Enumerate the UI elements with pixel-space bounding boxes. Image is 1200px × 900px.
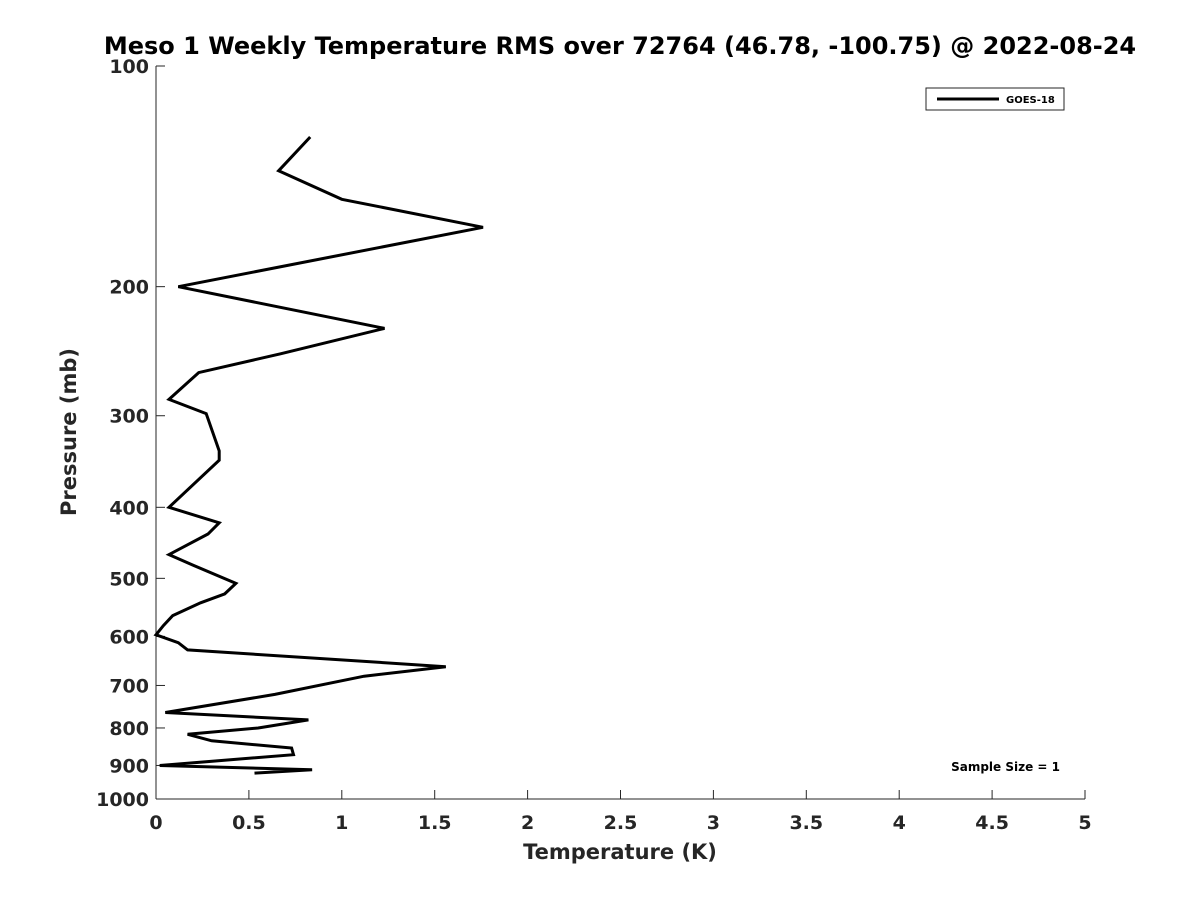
x-axis-ticks: 0 0.5 1 1.5 2 2.5 3 3.5 4 4.5 5 xyxy=(149,790,1092,834)
y-tick-label: 600 xyxy=(109,626,149,648)
x-tick-label: 0.5 xyxy=(232,812,266,834)
x-tick-label: 1 xyxy=(335,812,348,834)
x-tick-label: 2 xyxy=(521,812,534,834)
y-tick-label: 500 xyxy=(109,568,149,590)
legend-entry-goes-18: GOES-18 xyxy=(1006,95,1055,106)
x-tick-label: 3.5 xyxy=(789,812,823,834)
y-axis-label: Pressure (mb) xyxy=(57,348,81,516)
x-tick-label: 5 xyxy=(1078,812,1091,834)
x-axis-label: Temperature (K) xyxy=(523,840,717,864)
y-tick-label: 800 xyxy=(109,718,149,740)
x-tick-label: 0 xyxy=(149,812,162,834)
y-tick-label: 1000 xyxy=(96,789,149,811)
x-tick-label: 1.5 xyxy=(418,812,452,834)
y-tick-label: 200 xyxy=(109,277,149,299)
x-tick-label: 4.5 xyxy=(975,812,1009,834)
x-tick-label: 2.5 xyxy=(604,812,638,834)
chart-title: Meso 1 Weekly Temperature RMS over 72764… xyxy=(104,32,1136,60)
y-tick-label: 300 xyxy=(109,406,149,428)
x-tick-label: 4 xyxy=(893,812,906,834)
y-tick-label: 700 xyxy=(109,675,149,697)
y-tick-label: 900 xyxy=(109,755,149,777)
series-line-goes-18 xyxy=(153,135,484,775)
y-tick-label: 100 xyxy=(109,56,149,78)
legend: GOES-18 xyxy=(925,87,1065,111)
y-axis-ticks: 100 200 300 400 500 600 700 800 900 1000 xyxy=(96,56,165,811)
sample-size-annotation: Sample Size = 1 xyxy=(951,760,1060,774)
x-tick-label: 3 xyxy=(707,812,720,834)
y-tick-label: 400 xyxy=(109,497,149,519)
series-group xyxy=(153,135,484,775)
